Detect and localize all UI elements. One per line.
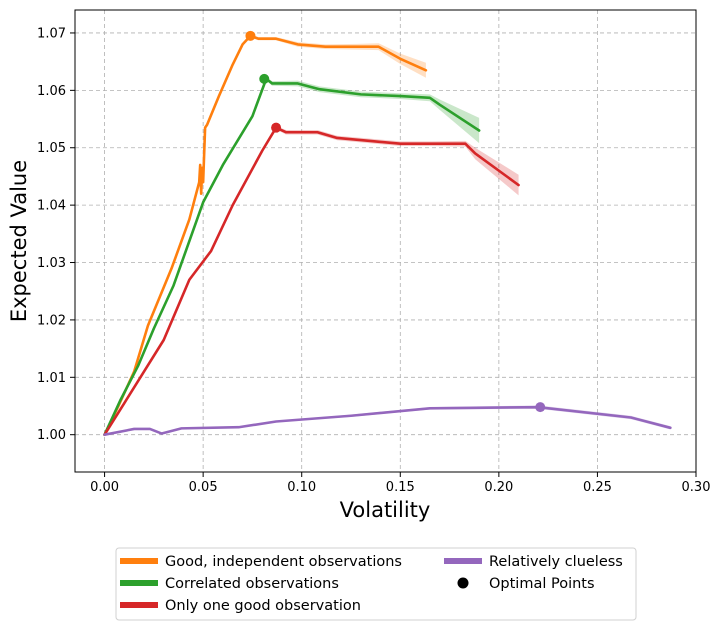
- optimal-point-only-one-good-observation: [271, 122, 282, 133]
- y-tick-label: 1.00: [37, 428, 66, 443]
- x-tick-label: 0.05: [189, 480, 218, 495]
- x-tick-label: 0.30: [682, 480, 711, 495]
- y-tick-label: 1.01: [37, 371, 66, 386]
- optimal-point-correlated-observations: [259, 73, 270, 84]
- y-tick-label: 1.02: [37, 313, 66, 328]
- x-tick-label: 0.20: [484, 480, 513, 495]
- legend-label: Only one good observation: [165, 598, 361, 614]
- x-axis-ticks: 0.00 0.05 0.10 0.15 0.20 0.25 0.30: [90, 472, 710, 495]
- legend-label: Correlated observations: [165, 576, 339, 592]
- y-tick-label: 1.06: [37, 84, 66, 99]
- y-tick-label: 1.07: [37, 26, 66, 41]
- y-tick-label: 1.03: [37, 256, 66, 271]
- y-axis-label: Expected Value: [7, 160, 31, 322]
- optimal-point-good-independent-observations: [245, 30, 256, 41]
- optimal-point-relatively-clueless: [535, 402, 546, 413]
- x-tick-label: 0.15: [386, 480, 415, 495]
- x-tick-label: 0.00: [90, 480, 119, 495]
- legend-entries: Good, independent observations Correlated…: [120, 554, 623, 614]
- x-tick-label: 0.25: [583, 480, 612, 495]
- legend-frame: [115, 547, 637, 621]
- legend-marker: [457, 577, 469, 589]
- grid: [75, 10, 697, 472]
- legend-label: Relatively clueless: [489, 554, 623, 570]
- legend-label: Optimal Points: [489, 576, 595, 592]
- optimal-points: [245, 30, 546, 413]
- x-axis-label: Volatility: [340, 498, 431, 522]
- y-tick-label: 1.04: [37, 199, 66, 214]
- confidence-bands: [104, 34, 671, 435]
- band-only-one-good-observation: [104, 125, 519, 435]
- legend: Good, independent observations Correlated…: [115, 547, 637, 621]
- line-only-one-good-observation: [103, 126, 520, 437]
- y-tick-label: 1.05: [37, 141, 66, 156]
- y-axis-ticks: 1.00 1.01 1.02 1.03 1.04 1.05 1.06 1.07: [37, 26, 75, 443]
- line-good-independent-observations: [103, 34, 428, 437]
- band-relatively-clueless: [104, 405, 671, 435]
- x-tick-label: 0.10: [287, 480, 316, 495]
- series-lines: [103, 34, 672, 437]
- plot-frame: [74, 9, 697, 473]
- line-relatively-clueless: [103, 405, 672, 437]
- legend-label: Good, independent observations: [165, 554, 402, 570]
